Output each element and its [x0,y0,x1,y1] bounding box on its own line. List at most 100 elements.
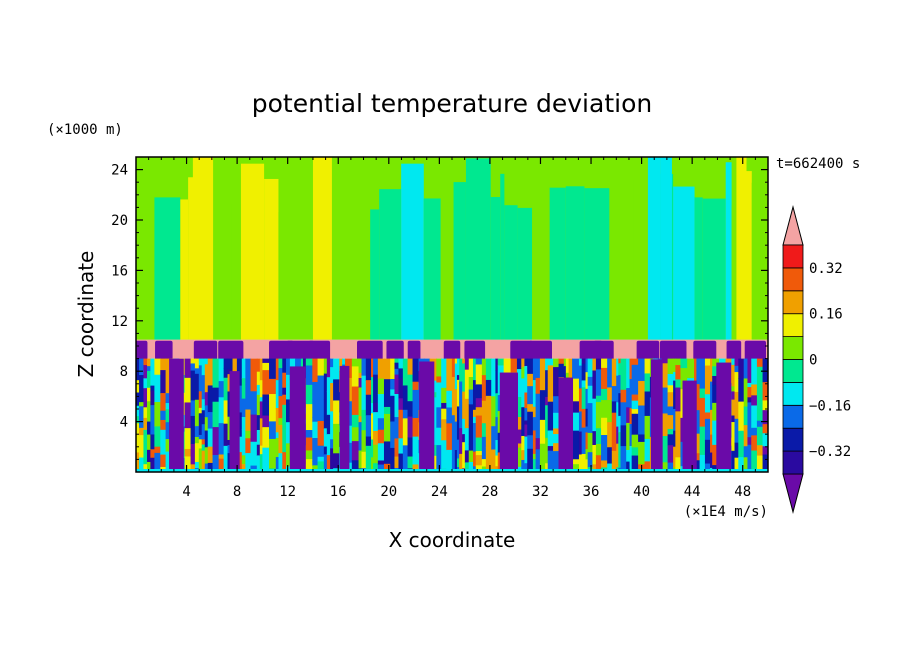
lower-cell [333,379,340,402]
lower-cell [585,358,589,373]
lower-cell [595,428,602,445]
lower-cell [317,358,325,377]
lower-cell [618,363,622,376]
lower-cell [631,364,639,396]
lower-cell [361,375,367,382]
y-axis-title: Z coordinate [74,251,98,378]
lower-cell [547,372,554,403]
lower-cell [712,402,720,422]
upper-stripe [278,212,289,340]
lower-cell [738,430,745,458]
lower-cell [459,401,463,429]
lower-cell [626,449,631,463]
lower-cell [734,418,739,444]
lower-cell [521,450,526,461]
lower-cell [611,412,617,441]
colorbar: 0.32 0.16 0 −0.16 −0.32 [782,205,851,514]
lower-cell [462,391,466,420]
lower-cell [456,406,460,425]
lower-cell [535,377,541,395]
lower-cell [462,363,466,393]
lower-cell [675,457,682,471]
upper-stripe [440,172,454,340]
lower-cell [143,407,148,419]
lower-cell [468,370,474,378]
lower-cell [371,358,374,378]
lower-cell [282,387,287,396]
lower-cell [184,358,192,379]
lower-cell [204,417,209,432]
lower-cell [286,399,291,423]
lower-cell [539,443,546,472]
lower-cell [464,450,470,463]
lower-cell [402,385,409,411]
lower-cell [250,369,258,392]
lower-cell [585,432,589,450]
lower-cell [262,447,270,472]
lower-cell [454,429,458,451]
lower-cell [154,452,161,472]
lower-cell [675,387,682,412]
lower-cell [734,442,739,459]
lower-cell [317,375,325,387]
lower-cell [446,390,453,409]
lower-cell [585,459,589,472]
lower-cell [262,427,270,449]
lower-cell [398,398,404,411]
lower-cell [747,409,752,438]
lower-cell [441,402,447,410]
lower-cell [278,424,283,454]
tropopause-blob [286,340,315,364]
lower-cell [250,358,258,371]
lower-cell [547,358,554,366]
lower-cell [618,375,622,394]
lower-cell [259,418,264,447]
lower-cell [377,460,385,466]
lower-cell [165,403,172,410]
lower-cell [160,429,167,456]
lower-cell [620,375,627,391]
lower-cell [456,439,460,460]
lower-cell [601,417,608,436]
lower-cell [262,370,270,396]
lower-cell [312,465,319,472]
x-tick-label: 32 [532,484,549,500]
lower-cell [441,419,447,441]
lower-cell [616,402,619,428]
lower-cell [154,426,161,448]
lower-cell [751,435,758,452]
lower-cell [535,438,541,450]
lower-cell [454,450,458,472]
lower-cell [743,406,749,426]
lower-cell [539,385,546,391]
lower-plume [289,366,306,472]
lower-cell [377,378,385,395]
lower-cell [398,409,404,439]
lower-cell [373,358,379,376]
lower-cell [402,418,409,435]
lower-cell [436,382,442,408]
lower-cell [143,378,148,389]
upper-stripe [751,182,768,340]
upper-streak [736,157,747,340]
lower-cell [312,399,319,418]
lower-cell [756,445,764,457]
lower-cell [371,377,374,404]
upper-stripe [231,204,241,340]
lower-cell [317,445,325,458]
lower-cell [150,358,155,387]
lower-cell [317,461,325,472]
lower-cell [412,436,420,466]
lower-cell [398,378,404,399]
lower-cell [407,401,414,408]
lower-cell [626,461,631,472]
lower-cell [481,400,487,424]
upper-stripe [517,207,533,340]
lower-cell [198,448,203,472]
lower-cell [751,384,758,396]
lower-cell [136,380,140,394]
lower-cell [607,399,613,423]
lower-cell [516,429,522,445]
lower-cell [223,423,229,447]
lower-cell [326,391,331,416]
